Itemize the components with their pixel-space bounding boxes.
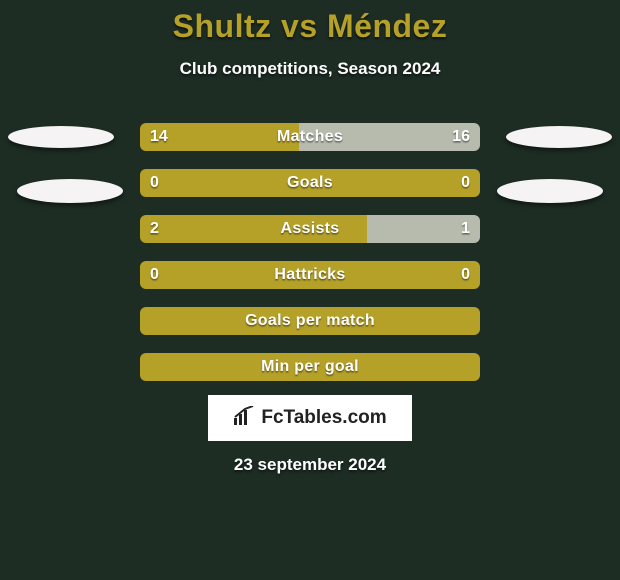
- stat-value-left: 0: [150, 261, 159, 289]
- stat-bar: Assists: [140, 215, 480, 243]
- stat-bar: Goals per match: [140, 307, 480, 335]
- stat-value-right: 16: [452, 123, 470, 151]
- stat-row: Goals0 0: [0, 169, 620, 197]
- stat-bar: Goals: [140, 169, 480, 197]
- stat-value-right: 1: [461, 215, 470, 243]
- stat-label: Hattricks: [140, 261, 480, 289]
- stat-bar: Matches: [140, 123, 480, 151]
- stat-row: Min per goal: [0, 353, 620, 381]
- page-subtitle: Club competitions, Season 2024: [0, 59, 620, 79]
- date-line: 23 september 2024: [0, 455, 620, 475]
- stat-value-left: 0: [150, 169, 159, 197]
- stat-value-right: 0: [461, 169, 470, 197]
- stat-value-left: 2: [150, 215, 159, 243]
- stat-label: Matches: [140, 123, 480, 151]
- logo-chart-icon: [233, 406, 255, 431]
- stat-row: Goals per match: [0, 307, 620, 335]
- stat-value-left: 14: [150, 123, 168, 151]
- page-title: Shultz vs Méndez: [0, 0, 620, 45]
- stat-bar: Min per goal: [140, 353, 480, 381]
- stat-label: Goals: [140, 169, 480, 197]
- stat-row: Matches14 16: [0, 123, 620, 151]
- stat-label: Goals per match: [140, 307, 480, 335]
- stat-rows: Matches1416Goals00Assists21Hattricks00Go…: [0, 123, 620, 381]
- comparison-card: Shultz vs Méndez Club competitions, Seas…: [0, 0, 620, 580]
- logo-box: FcTables.com: [208, 395, 412, 441]
- stat-label: Assists: [140, 215, 480, 243]
- stat-bar: Hattricks: [140, 261, 480, 289]
- stat-row: Hattricks0 0: [0, 261, 620, 289]
- stat-value-right: 0: [461, 261, 470, 289]
- stat-label: Min per goal: [140, 353, 480, 381]
- stat-row: Assists2 1: [0, 215, 620, 243]
- logo-text: FcTables.com: [261, 407, 386, 429]
